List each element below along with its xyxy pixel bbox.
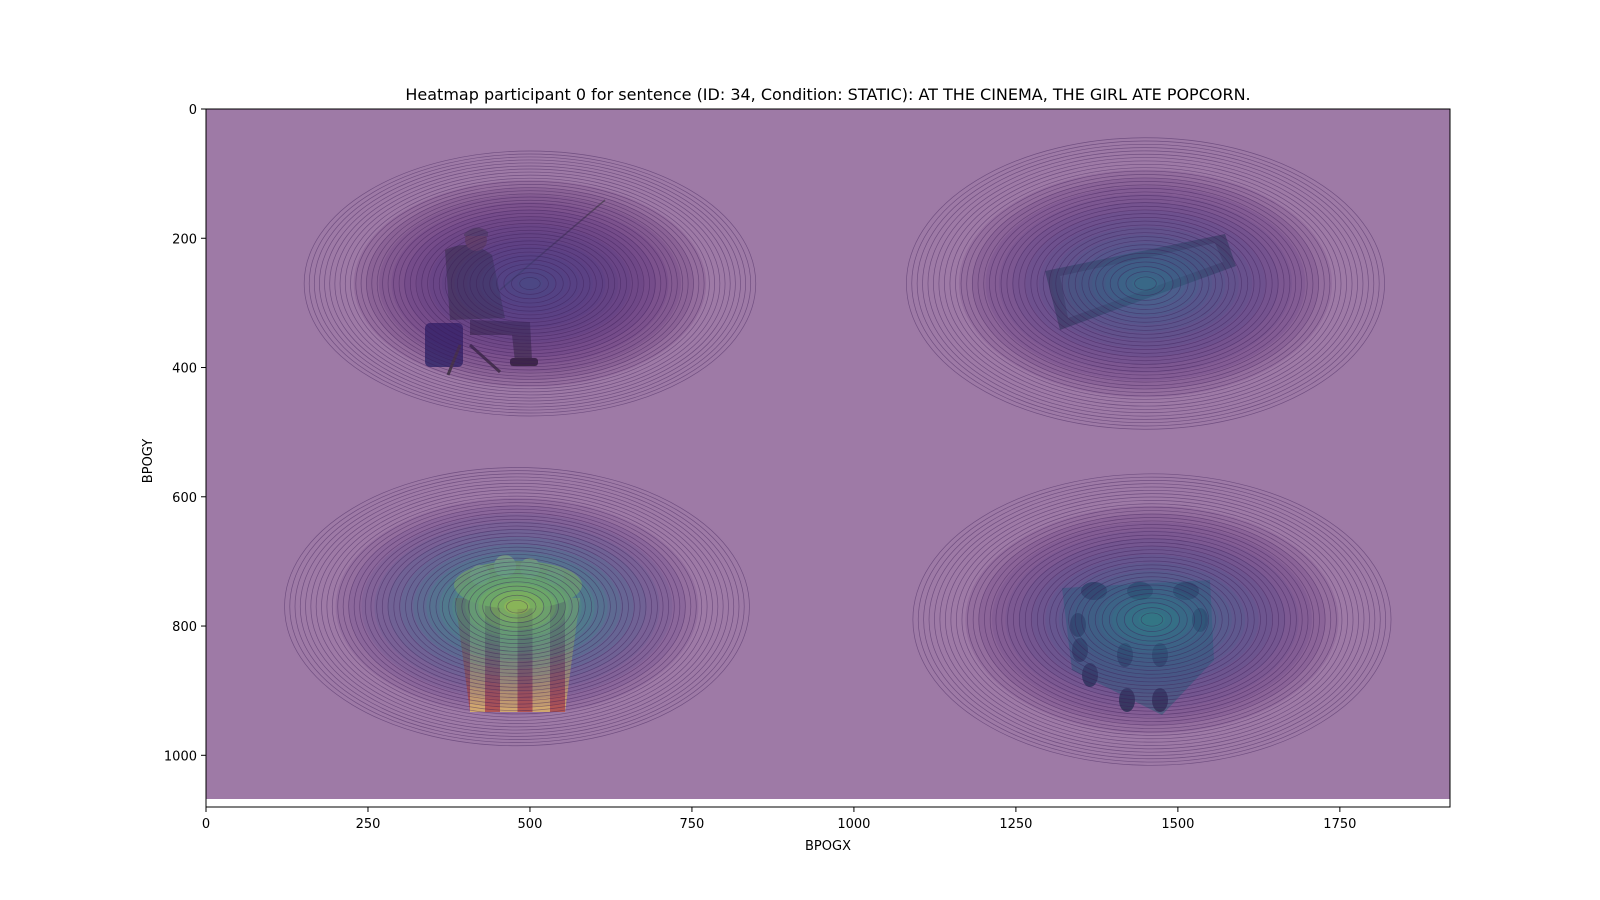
x-tick-label: 1000	[837, 817, 870, 832]
dice-icon	[1062, 580, 1214, 715]
density-blob	[335, 498, 699, 716]
y-tick-label: 800	[172, 620, 197, 635]
chart-title: Heatmap participant 0 for sentence (ID: …	[405, 85, 1250, 104]
x-tick-label: 1750	[1323, 817, 1356, 832]
x-tick-label: 250	[356, 817, 381, 832]
x-axis-label: BPOGX	[805, 839, 851, 854]
y-tick-label: 1000	[164, 749, 197, 764]
contour-group	[303, 150, 757, 417]
heatmap-background	[206, 109, 1450, 799]
y-axis-label: BPOGY	[141, 439, 156, 483]
density-blob	[353, 180, 707, 387]
x-tick-label: 500	[518, 817, 543, 832]
x-tick-label: 1500	[1161, 817, 1194, 832]
density-overlay	[335, 169, 1339, 734]
plot-area	[206, 109, 1450, 799]
y-axis: 0 200 400 600 800 1000	[164, 103, 206, 764]
contour-lines	[284, 137, 1392, 766]
y-tick-label: 600	[172, 491, 197, 506]
fisherman-icon	[425, 199, 606, 376]
x-tick-label: 750	[680, 817, 705, 832]
contour-group	[906, 137, 1385, 430]
y-tick-label: 400	[172, 362, 197, 377]
stimulus-objects	[425, 199, 1236, 715]
contour-group	[912, 473, 1392, 766]
density-blob	[958, 169, 1333, 398]
density-blob	[965, 505, 1339, 734]
x-tick-label: 0	[202, 817, 210, 832]
x-tick-label: 1250	[999, 817, 1032, 832]
contour-group	[284, 467, 750, 747]
y-tick-label: 200	[172, 232, 197, 247]
x-axis: 0 250 500 750 1000 1250 1500 1750	[202, 807, 1356, 832]
popcorn-icon	[454, 555, 582, 712]
keyboard-icon	[1045, 234, 1236, 330]
y-tick-label: 0	[189, 103, 197, 118]
plot-frame	[205, 108, 1451, 808]
